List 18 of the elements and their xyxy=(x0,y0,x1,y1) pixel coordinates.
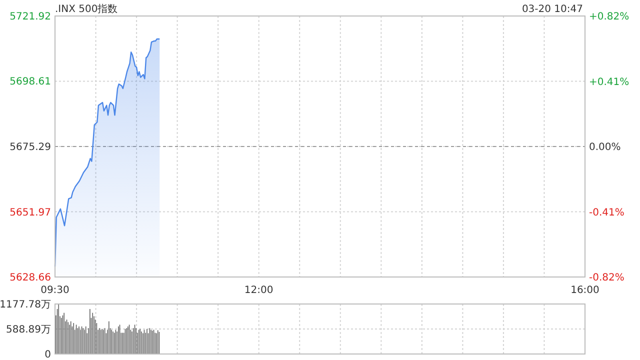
x-tick-label: 16:00 xyxy=(570,285,600,296)
y2-tick-label: -0.41% xyxy=(589,207,624,218)
y2-tick-label: +0.82% xyxy=(589,12,630,22)
y2-tick-label: +0.41% xyxy=(589,76,630,88)
y2-tick-label: -0.82% xyxy=(589,272,624,284)
chart-title: .INX 500指数 xyxy=(55,3,118,15)
x-tick-label: 09:30 xyxy=(40,285,70,296)
x-tick-label: 12:00 xyxy=(244,285,274,296)
y-tick-label: 0 xyxy=(44,350,51,360)
y2-tick-label: 0.00% xyxy=(589,142,621,153)
y-tick-label: 5675.29 xyxy=(10,142,51,153)
y-tick-label: 5721.92 xyxy=(10,12,51,22)
y-tick-label: 1177.78万 xyxy=(0,300,51,310)
y-tick-label: 5698.61 xyxy=(10,76,51,88)
y-tick-label: 588.89万 xyxy=(6,324,51,336)
y-tick-label: 5628.66 xyxy=(10,272,51,284)
text: 03-20 10:47 xyxy=(522,4,583,15)
y-tick-label: 5651.97 xyxy=(10,207,51,218)
